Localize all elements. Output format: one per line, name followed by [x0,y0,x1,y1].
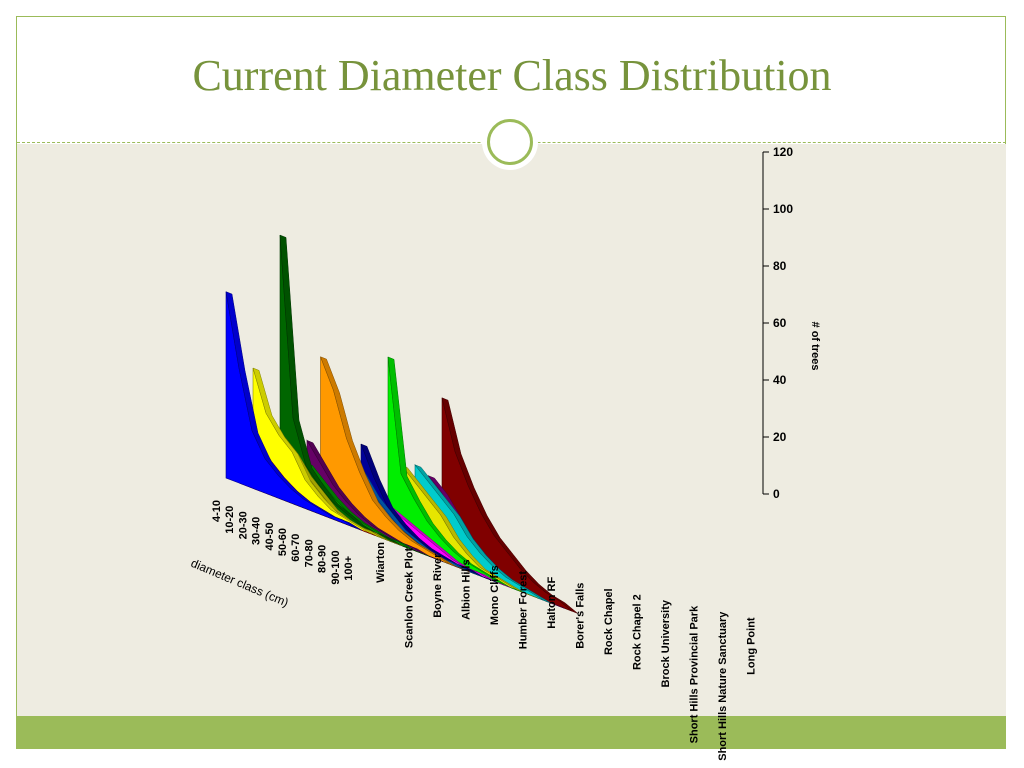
z-tick-label: 80 [773,259,787,273]
site-label: Albion Hills [461,559,473,620]
category-label: 80-90 [317,545,329,573]
site-label: Humber Forest [518,571,530,650]
site-label: Short Hills Provincial Park [689,605,701,743]
content-panel [17,144,1006,716]
site-label: Short Hills Nature Sanctuary [717,611,729,761]
site-label: Rock Chapel 2 [632,594,644,670]
category-label: 50-60 [277,528,289,556]
series-base [226,478,362,531]
category-label: 4-10 [211,500,223,522]
site-label: Wiarton [375,542,387,583]
z-tick-label: 100 [773,202,793,216]
site-label: Brock University [660,599,672,687]
site-label: Scanlon Creek Plot [404,547,416,648]
site-label: Halton RF [546,577,558,629]
site-label: Boyne River [432,553,444,618]
site-label: Mono Cliffs [489,565,501,625]
z-tick-label: 0 [773,487,780,501]
category-label: 10-20 [224,506,236,534]
category-label: 30-40 [251,517,263,545]
category-label: 60-70 [290,534,302,562]
site-label: Borer's Falls [575,583,587,649]
category-label: 90-100 [330,550,342,584]
series-1 [225,291,363,531]
category-label: 40-50 [264,522,276,550]
z-tick-label: 60 [773,316,787,330]
site-label: Rock Chapel [603,588,615,655]
z-tick-label: 40 [773,373,787,387]
category-label: 100+ [343,556,355,581]
z-axis-label: # of trees [809,322,821,371]
category-label: 20-30 [237,511,249,539]
footer-bar [17,716,1006,749]
z-tick-label: 120 [773,145,793,159]
slide-title: Current Diameter Class Distribution [192,51,832,100]
category-label: 70-80 [303,539,315,567]
divider-ring-icon [482,114,538,170]
z-axis: 0 20 40 60 80 100 120 # of trees [762,145,821,501]
x-axis-label: diameter class (cm) [189,556,291,610]
chart-series-layer [225,234,579,614]
z-tick-label: 20 [773,430,787,444]
site-label: Long Point [746,617,758,675]
